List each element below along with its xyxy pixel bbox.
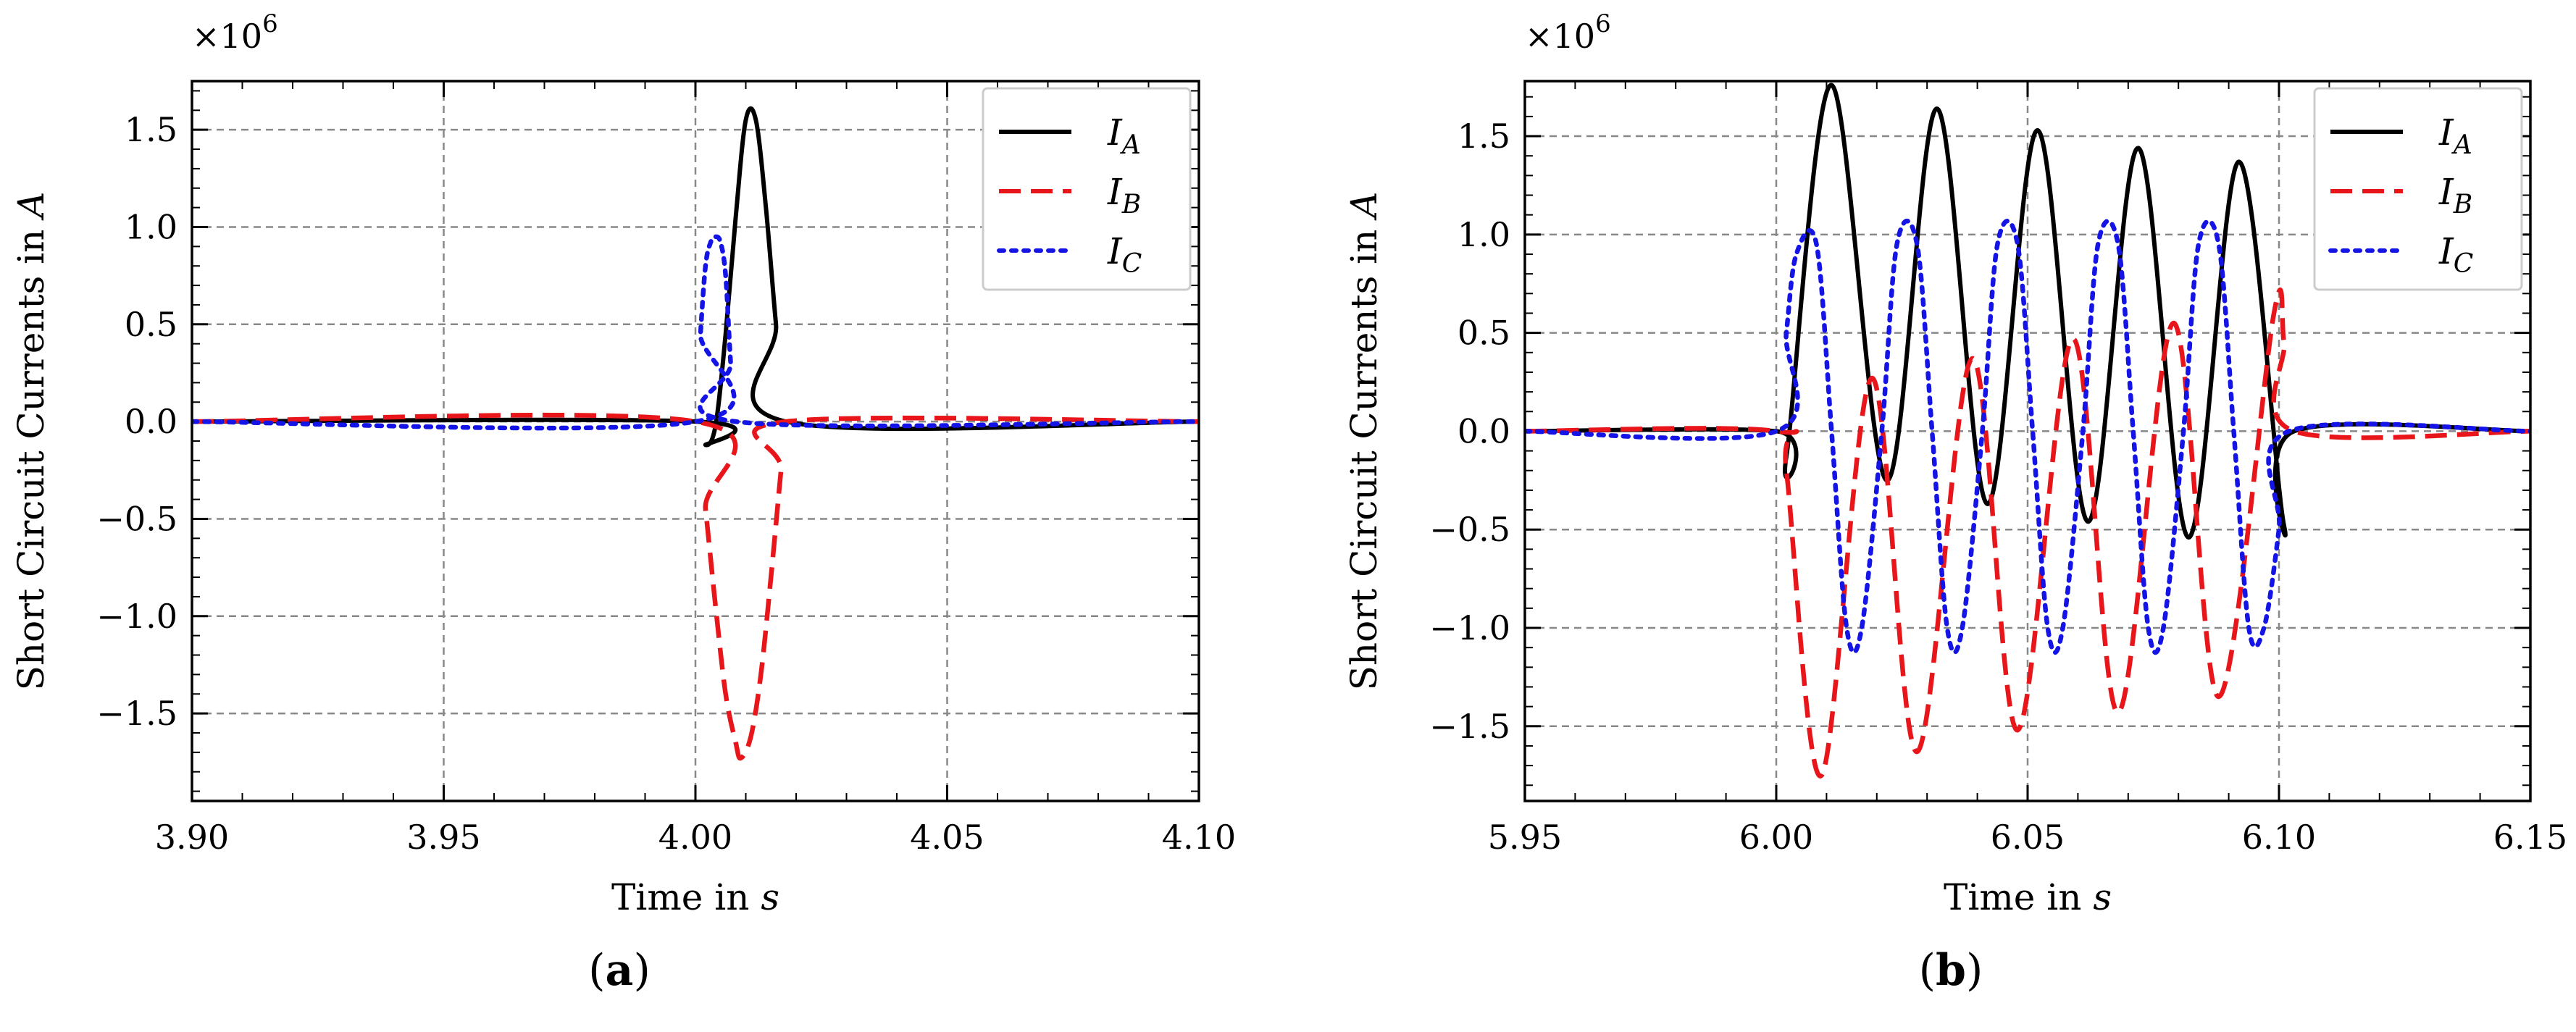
axes-frame <box>191 80 1200 802</box>
x-tick-label: 3.95 <box>406 818 480 857</box>
y-tick-label: 0.0 <box>125 402 177 441</box>
panel-label: (a) <box>588 945 651 996</box>
x-tick-label: 4.00 <box>658 818 732 857</box>
x-tick-label: 4.10 <box>1162 818 1236 857</box>
x-axis-label: Time in s <box>1944 876 2112 918</box>
y-tick-label: 1.5 <box>125 110 177 149</box>
panel-label: (b) <box>1919 945 1983 996</box>
legend-entry: IC <box>1107 230 1142 279</box>
x-tick-label: 6.05 <box>1991 818 2065 857</box>
y-multiplier-label: ×106 <box>1525 9 1611 56</box>
x-tick-label: 6.15 <box>2493 818 2567 857</box>
y-tick-label: −0.5 <box>96 499 177 538</box>
series-line-i-a <box>1525 83 2530 540</box>
series-line-i-c <box>192 234 1199 431</box>
y-axis-label: Short Circuit Currents in A <box>10 192 52 691</box>
series-line-i-b <box>1525 288 2530 779</box>
legend-box <box>2313 87 2523 291</box>
y-tick-label: 1.0 <box>125 207 177 246</box>
x-axis-label: Time in s <box>611 876 779 918</box>
y-tick-label: −1.5 <box>96 694 177 733</box>
y-tick-label: 0.5 <box>125 305 177 344</box>
y-axis-label: Short Circuit Currents in A <box>1343 192 1385 691</box>
y-tick-label: −0.5 <box>1429 510 1510 549</box>
y-tick-label: 0.5 <box>1458 314 1510 353</box>
chart-panel-a: 3.90 3.95 4.00 4.05 4.10 −1.5 −1.0 −0.5 0.0 0.5 1.… <box>10 9 1236 996</box>
x-tick-label: 6.00 <box>1739 818 1813 857</box>
y-tick-label: −1.5 <box>1429 707 1510 746</box>
x-tick-label: 3.90 <box>155 818 229 857</box>
series-line-i-c <box>1525 218 2530 655</box>
legend-box <box>982 87 1192 291</box>
y-tick-label: 0.0 <box>1458 411 1510 450</box>
y-tick-label: 1.5 <box>1458 117 1510 156</box>
y-tick-label: −1.0 <box>1429 608 1510 647</box>
x-tick-label: 6.10 <box>2242 818 2316 857</box>
series-line-i-b <box>192 412 1199 761</box>
chart-panel-b: 5.95 6.00 6.05 6.10 6.15 −1.5 −1.0 −0.5 0.0 0.5 1.… <box>1343 9 2567 996</box>
y-multiplier-label: ×106 <box>192 9 278 56</box>
x-tick-label: 5.95 <box>1488 818 1562 857</box>
x-tick-label: 4.05 <box>910 818 984 857</box>
axes-frame <box>1523 80 2532 802</box>
legend-entry: IB <box>2438 171 2472 219</box>
y-tick-label: −1.0 <box>96 597 177 636</box>
y-tick-label: 1.0 <box>1458 215 1510 254</box>
